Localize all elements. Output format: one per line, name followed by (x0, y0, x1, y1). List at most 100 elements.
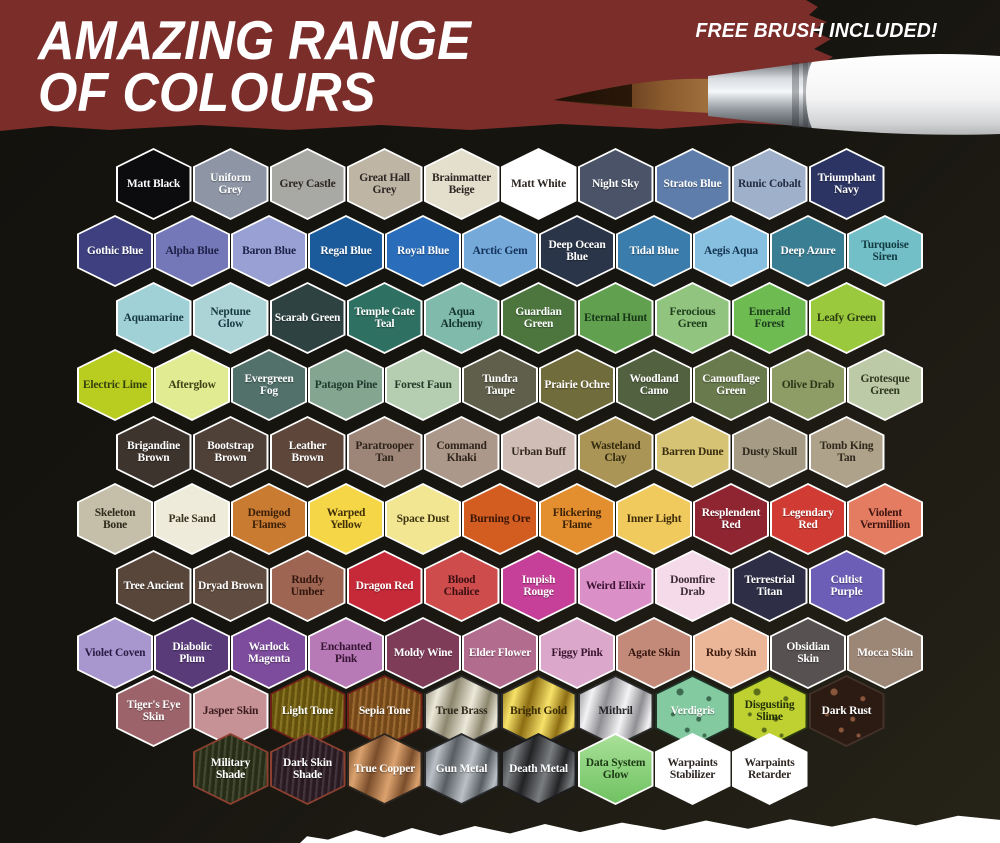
swatch-temple-gate-teal: Temple Gate Teal (346, 282, 423, 354)
swatch-baron-blue: Baron Blue (231, 215, 307, 287)
swatch-label: Baron Blue (242, 244, 296, 257)
swatch-aquamarine: Aquamarine (115, 282, 192, 354)
swatch-leafy-green: Leafy Green (808, 282, 885, 354)
swatch-label: Impish Rouge (521, 573, 556, 598)
swatch-label: Grey Castle (279, 177, 336, 190)
swatch-data-system-glow: Data System Glow (577, 733, 654, 805)
swatch-patagon-pine: Patagon Pine (308, 349, 384, 421)
swatch-label: Space Dust (396, 512, 450, 525)
swatch-label: Tundra Taupe (482, 372, 518, 397)
swatch-stratos-blue: Stratos Blue (654, 148, 731, 220)
swatch-label: Evergreen Fog (244, 372, 294, 397)
swatch-great-hall-grey: Great Hall Grey (346, 148, 423, 220)
swatch-bootstrap-brown: Bootstrap Brown (192, 416, 269, 488)
swatch-regal-blue: Regal Blue (308, 215, 384, 287)
swatch-label: Figgy Pink (551, 646, 603, 659)
swatch-label: Diabolic Plum (172, 640, 212, 665)
swatch-dragon-red: Dragon Red (346, 550, 423, 622)
swatch-label: Leather Brown (288, 439, 327, 464)
swatch-violent-vermillion: Violent Vermillion (847, 483, 923, 555)
swatch-turquoise-siren: Turquoise Siren (847, 215, 923, 287)
swatch-gun-metal: Gun Metal (423, 733, 500, 805)
swatch-true-copper: True Copper (346, 733, 423, 805)
palette-row-10: Military Shade Dark Skin Shade True Copper… (0, 733, 1000, 805)
swatch-woodland-camo: Woodland Camo (616, 349, 692, 421)
swatch-label: Demigod Flames (247, 506, 291, 531)
promo-text: FREE BRUSH INCLUDED! (695, 20, 938, 42)
swatch-label: Eternal Hunt (583, 311, 648, 324)
swatch-label: Forest Faun (394, 378, 452, 391)
swatch-label: Warpaints Stabilizer (667, 756, 718, 781)
swatch-label: Sepia Tone (358, 704, 411, 717)
swatch-label: Blood Chalice (443, 573, 480, 598)
swatch-royal-blue: Royal Blue (385, 215, 461, 287)
swatch-moldy-wine: Moldy Wine (385, 617, 461, 689)
swatch-warpaints-stabilizer: Warpaints Stabilizer (654, 733, 731, 805)
palette-row-4: Electric Lime Afterglow Evergreen Fog Patag… (0, 349, 1000, 421)
swatch-label: Stratos Blue (663, 177, 722, 190)
swatch-label: Aqua Alchemy (440, 305, 483, 330)
swatch-demigod-flames: Demigod Flames (231, 483, 307, 555)
palette-row-5: Brigandine Brown Bootstrap Brown Leather B… (0, 416, 1000, 488)
swatch-neptune-glow: Neptune Glow (192, 282, 269, 354)
swatch-label: Dusty Skull (741, 445, 797, 458)
swatch-label: Brainmatter Beige (431, 171, 492, 196)
swatch-label: Violet Coven (84, 646, 146, 659)
swatch-inner-light: Inner Light (616, 483, 692, 555)
swatch-label: Barren Dune (661, 445, 724, 458)
swatch-barren-dune: Barren Dune (654, 416, 731, 488)
swatch-label: Cultist Purple (830, 573, 863, 598)
palette-row-2: Gothic Blue Alpha Blue Baron Blue Regal Blu… (0, 215, 1000, 287)
swatch-label: Temple Gate Teal (354, 305, 415, 330)
swatch-forest-faun: Forest Faun (385, 349, 461, 421)
swatch-label: Mithril (598, 704, 633, 717)
swatch-label: Violent Vermillion (860, 506, 910, 531)
swatch-label: Weird Elixir (585, 579, 646, 592)
swatch-label: Moldy Wine (393, 646, 453, 659)
swatch-matt-black: Matt Black (115, 148, 192, 220)
swatch-label: Regal Blue (320, 244, 372, 257)
swatch-label: Wasteland Clay (590, 439, 641, 464)
swatch-label: Terrestrial Titan (744, 573, 795, 598)
swatch-label: Ruddy Umber (290, 573, 325, 598)
swatch-label: Resplendent Red (701, 506, 761, 531)
swatch-alpha-blue: Alpha Blue (154, 215, 230, 287)
swatch-label: Bright Gold (510, 704, 567, 717)
swatch-runic-cobalt: Runic Cobalt (731, 148, 808, 220)
swatch-label: True Brass (435, 704, 488, 717)
swatch-label: Warlock Magenta (247, 640, 291, 665)
swatch-label: Dark Skin Shade (282, 756, 332, 781)
swatch-burning-ore: Burning Ore (462, 483, 538, 555)
swatch-resplendent-red: Resplendent Red (693, 483, 769, 555)
swatch-tomb-king-tan: Tomb King Tan (808, 416, 885, 488)
swatch-legendary-red: Legendary Red (770, 483, 846, 555)
swatch-label: Prairie Ochre (544, 378, 610, 391)
page-title: AMAZING RANGE OF COLOURS (38, 12, 471, 124)
swatch-label: Woodland Camo (629, 372, 679, 397)
swatch-label: Uniform Grey (210, 171, 251, 196)
palette-row-6: Skeleton Bone Pale Sand Demigod Flames Warp… (0, 483, 1000, 555)
paint-brush-image (554, 54, 1000, 135)
swatch-afterglow: Afterglow (154, 349, 230, 421)
swatch-blood-chalice: Blood Chalice (423, 550, 500, 622)
swatch-label: Death Metal (509, 762, 568, 775)
swatch-label: Matt Black (126, 177, 181, 190)
swatch-label: Aegis Aqua (704, 244, 758, 257)
swatch-label: Great Hall Grey (359, 171, 410, 196)
palette-row-8: Violet Coven Diabolic Plum Warlock Magenta… (0, 617, 1000, 689)
swatch-evergreen-fog: Evergreen Fog (231, 349, 307, 421)
swatch-label: Obsidian Skin (786, 640, 830, 665)
swatch-label: Scarab Green (274, 311, 341, 324)
swatch-label: Matt White (511, 177, 566, 190)
swatch-skeleton-bone: Skeleton Bone (77, 483, 153, 555)
swatch-aqua-alchemy: Aqua Alchemy (423, 282, 500, 354)
swatch-label: Skeleton Bone (94, 506, 136, 531)
swatch-label: Warpaints Retarder (744, 756, 795, 781)
colour-grid: Matt Black Uniform Grey Grey Castle Great H… (0, 148, 1000, 805)
swatch-label: Burning Ore (469, 512, 531, 525)
swatch-prairie-ochre: Prairie Ochre (539, 349, 615, 421)
page-title-line2: OF COLOURS (38, 61, 376, 124)
swatch-label: Ruby Skin (705, 646, 757, 659)
swatch-label: Dragon Red (355, 579, 414, 592)
